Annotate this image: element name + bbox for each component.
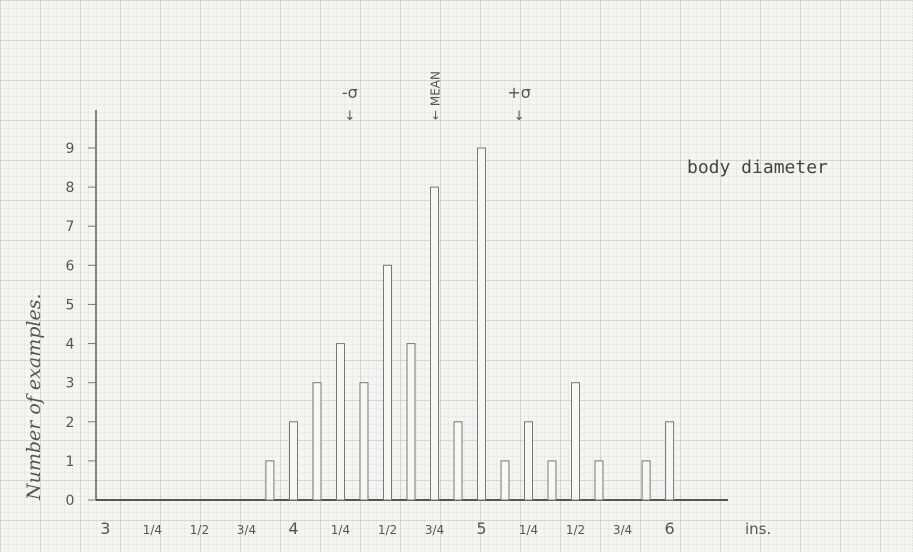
y-tick-label: 8 (66, 180, 75, 196)
y-tick-label: 6 (66, 258, 75, 274)
y-tick-label: 9 (66, 141, 75, 157)
annotation-arrow: ↓ (514, 109, 525, 124)
bar (312, 382, 322, 501)
bar (336, 343, 345, 501)
x-tick-label: 1/2 (378, 523, 397, 537)
x-tick-label: 3/4 (237, 523, 256, 537)
x-tick-label: 6 (664, 519, 674, 538)
x-tick-label: 1/4 (519, 523, 538, 537)
bar (453, 421, 463, 501)
y-tick-label: 0 (66, 493, 75, 509)
y-axis-label: Number of examples. (23, 294, 45, 502)
x-tick-label: 3/4 (425, 523, 444, 537)
y-tick-label: 3 (66, 376, 75, 392)
bar (594, 460, 604, 501)
annotation-label: ← MEAN (428, 71, 442, 120)
x-tick-label: 1/4 (143, 523, 162, 537)
annotation-arrow: ↓ (344, 109, 355, 124)
bar (289, 421, 298, 501)
bar (547, 460, 557, 501)
bar (641, 460, 651, 501)
bars-layer (265, 147, 675, 501)
bar (665, 421, 675, 501)
bar (430, 186, 439, 501)
bar (359, 382, 369, 501)
bar (571, 382, 580, 501)
x-unit-label: ins. (745, 520, 771, 538)
bar (383, 264, 392, 501)
x-tick-label: 3 (100, 519, 110, 538)
x-tick-label: 3/4 (613, 523, 632, 537)
y-tick-label: 7 (66, 219, 75, 235)
x-tick-label: 5 (476, 519, 486, 538)
bar (265, 460, 275, 501)
bar (524, 421, 533, 501)
x-tick-label: 4 (288, 519, 298, 538)
chart-title: body diameter (687, 157, 828, 178)
x-tick-labels: 3 1/4 1/2 3/4 4 1/4 1/2 3/4 5 1/4 1/2 3/4 6 (100, 519, 674, 538)
bar (477, 147, 486, 501)
y-tick-labels: 0 1 2 3 4 5 6 7 8 9 (66, 141, 96, 509)
y-tick-label: 4 (66, 337, 75, 353)
y-tick-label: 5 (66, 297, 75, 313)
bar (500, 460, 510, 501)
y-tick-label: 1 (66, 454, 75, 470)
x-tick-label: 1/2 (190, 523, 209, 537)
x-tick-label: 1/4 (331, 523, 350, 537)
bar (406, 343, 416, 501)
annotation-label: -σ (342, 83, 358, 102)
y-tick-label: 2 (66, 415, 75, 431)
x-tick-label: 1/2 (566, 523, 585, 537)
annotation-label: +σ (507, 83, 531, 102)
annotations-layer: -σ ↓ ← MEAN +σ ↓ (342, 71, 531, 124)
